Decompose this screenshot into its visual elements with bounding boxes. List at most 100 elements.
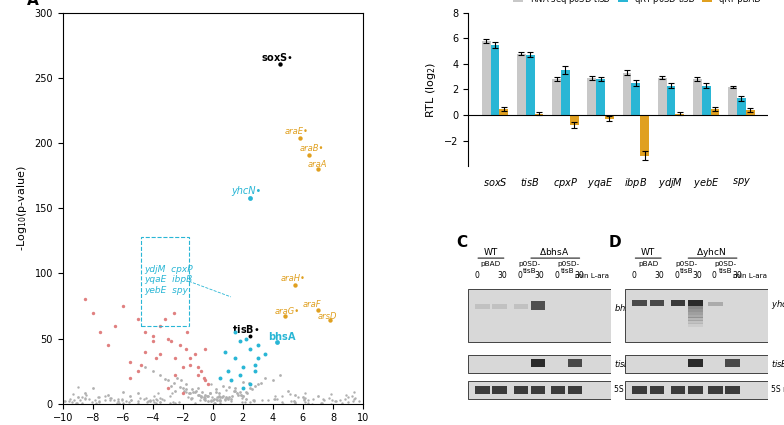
Bar [561,70,570,115]
Legend: RNA-seq p0SD-$\it{tisB}$, qRT p0SD-$\it{tisB}$, qRT pBAD: RNA-seq p0SD-$\it{tisB}$, qRT p0SD-$\it{… [510,0,764,9]
Point [316,400,328,406]
Point [182,394,194,401]
Point [234,372,246,379]
Point [312,166,325,173]
Point [206,397,219,403]
Bar [746,110,755,115]
Bar [475,386,489,394]
Point [164,393,176,400]
Bar [708,386,723,394]
Point [156,396,169,402]
Point [71,394,84,401]
Point [222,368,234,374]
Point [125,397,137,404]
Point [225,398,238,405]
Point [289,398,302,405]
Text: D: D [608,235,621,250]
Point [229,387,241,394]
Bar [596,79,605,115]
Point [89,400,102,406]
Point [205,397,218,403]
Point [79,390,92,397]
Point [190,387,202,394]
Point [318,397,331,404]
Point [132,316,144,323]
Point [242,380,255,386]
Point [329,398,342,405]
Point [214,394,227,401]
Point [115,396,128,403]
Text: 0: 0 [631,271,637,280]
Text: araF: araF [303,300,321,309]
Bar [492,386,506,394]
Bar [688,317,702,321]
Point [220,394,233,401]
Text: p0SD-
tisB: p0SD- tisB [714,261,736,274]
Point [181,329,194,335]
Point [165,389,178,396]
Point [175,377,187,384]
Point [132,398,144,405]
Text: WT: WT [641,248,655,257]
Point [169,355,182,362]
Point [239,396,252,402]
Point [288,398,300,405]
Point [158,376,171,382]
Point [339,396,351,403]
Point [244,346,256,352]
Point [117,303,129,309]
Point [140,395,153,402]
Text: $\Delta$bhsA: $\Delta$bhsA [539,246,569,257]
Point [202,398,215,405]
Bar [650,386,664,394]
Point [171,374,183,381]
Point [131,400,143,407]
Point [209,399,222,406]
Point [169,372,182,379]
Point [165,382,177,389]
Point [324,317,336,324]
Point [116,399,129,406]
Point [336,400,348,407]
Point [244,381,256,388]
Point [209,388,222,395]
Point [168,380,180,386]
Point [79,296,92,303]
Point [202,381,215,388]
Point [252,355,264,362]
Text: C: C [456,235,468,250]
Point [71,400,83,406]
Point [347,398,359,405]
Point [151,397,163,403]
Point [289,282,302,289]
Point [249,382,261,389]
Point [185,396,198,403]
Bar [688,309,702,312]
Point [289,391,302,398]
Point [214,397,227,403]
Point [201,393,213,400]
Point [135,361,147,368]
Point [150,400,162,407]
Point [125,397,138,404]
Point [211,397,223,403]
Point [224,395,237,402]
Bar [633,386,647,394]
Point [112,399,125,406]
Text: 5S rRNA: 5S rRNA [771,385,784,394]
Point [244,398,256,405]
Point [162,377,174,384]
Text: $\bf{soxS}$•: $\bf{soxS}$• [261,51,293,63]
Text: araE•: araE• [285,127,309,136]
Point [260,351,272,357]
Point [237,385,249,391]
Point [205,394,218,400]
Point [199,391,212,398]
Text: araH•: araH• [281,274,306,283]
Point [289,399,301,406]
Text: $\bf{tisB}$•: $\bf{tisB}$• [232,323,260,335]
Text: 0: 0 [712,271,717,280]
Point [152,390,165,397]
Point [208,395,220,402]
Point [148,399,161,406]
